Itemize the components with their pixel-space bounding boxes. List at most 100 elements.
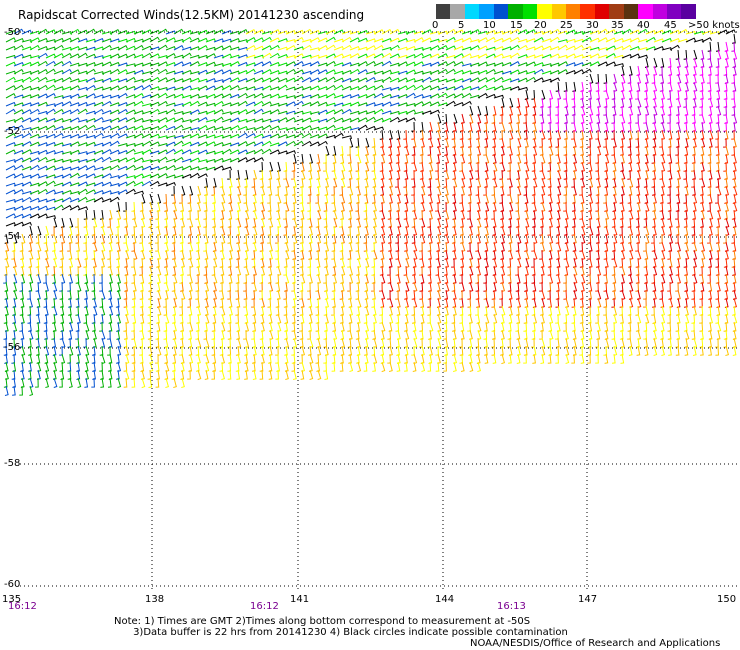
wind-barb: [373, 29, 384, 35]
wind-barb: [515, 281, 520, 292]
wind-barb: [53, 53, 64, 59]
colorbar-swatch: [638, 4, 653, 19]
wind-barb: [540, 353, 545, 364]
wind-barb: [293, 53, 304, 59]
wind-barb: [524, 129, 528, 140]
wind-barb: [301, 77, 312, 83]
wind-barb: [37, 125, 49, 131]
wind-barb: [13, 189, 24, 195]
wind-barb: [413, 337, 418, 348]
wind-barb: [28, 265, 32, 276]
wind-barb: [13, 62, 25, 67]
wind-barb: [571, 297, 576, 308]
wind-barb: [435, 249, 440, 260]
wind-barb: [357, 77, 368, 83]
wind-barb: [732, 265, 736, 276]
wind-barb: [221, 77, 232, 83]
wind-barb: [691, 105, 696, 116]
wind-barb: [732, 249, 736, 260]
wind-barb: [237, 54, 249, 59]
wind-barb: [564, 177, 568, 188]
wind-barb: [733, 201, 738, 213]
wind-barb: [5, 189, 16, 195]
wind-barb: [364, 169, 369, 180]
wind-barb: [172, 353, 177, 364]
wind-barb: [325, 60, 336, 67]
wind-barb: [636, 153, 641, 164]
wind-barb: [164, 201, 168, 212]
colorbar-label: >50 knots: [688, 20, 740, 31]
wind-barb: [443, 361, 447, 372]
wind-barb: [468, 153, 472, 164]
wind-barb: [452, 145, 457, 156]
wind-barb: [627, 193, 632, 204]
wind-barb: [621, 53, 632, 59]
wind-barb: [651, 273, 656, 284]
wind-barb: [323, 201, 328, 212]
wind-barb: [651, 241, 656, 252]
wind-barb: [309, 369, 314, 380]
wind-barb: [165, 108, 176, 115]
wind-barb: [387, 337, 392, 348]
wind-barb: [156, 369, 160, 380]
wind-barb: [580, 353, 585, 364]
wind-barb: [733, 185, 738, 197]
wind-barb: [100, 369, 104, 380]
wind-barb: [652, 297, 656, 308]
wind-barb: [36, 337, 40, 348]
wind-barb: [189, 46, 200, 51]
wind-barb: [101, 289, 106, 301]
wind-barb: [564, 217, 569, 228]
wind-barb: [204, 369, 209, 380]
wind-barb: [164, 369, 169, 380]
wind-barb: [659, 193, 664, 204]
wind-barb: [68, 249, 73, 260]
wind-barb: [245, 86, 256, 91]
wind-barb: [429, 321, 434, 332]
wind-barb: [348, 345, 353, 356]
wind-barb: [69, 37, 80, 43]
wind-barb: [269, 133, 280, 139]
wind-barb: [325, 109, 336, 115]
wind-barb: [141, 165, 152, 171]
wind-barb: [307, 281, 311, 292]
colorbar-swatch: [436, 4, 451, 19]
wind-barb: [11, 369, 16, 380]
wind-barb: [196, 297, 200, 308]
wind-barb: [197, 134, 208, 139]
wind-barb: [283, 209, 287, 220]
wind-barb: [645, 233, 650, 245]
wind-barb: [428, 353, 433, 364]
wind-barb: [84, 377, 89, 388]
wind-barb: [452, 209, 457, 220]
wind-barb: [173, 140, 184, 147]
wind-barb: [572, 145, 577, 156]
wind-barb: [13, 221, 24, 227]
wind-barb: [597, 37, 608, 43]
wind-barb: [515, 289, 520, 300]
wind-barb: [517, 257, 522, 269]
wind-barb: [260, 177, 264, 188]
wind-barb: [269, 69, 280, 75]
wind-barb: [460, 225, 464, 236]
wind-barb: [117, 157, 128, 163]
wind-barb: [445, 60, 456, 67]
wind-barb: [29, 133, 40, 139]
wind-barb: [397, 93, 408, 99]
wind-barb: [532, 113, 537, 124]
wind-barb: [636, 65, 641, 76]
wind-barb: [37, 225, 42, 236]
wind-barb: [229, 102, 240, 107]
wind-barb: [565, 45, 576, 51]
wind-barb: [156, 257, 160, 268]
wind-barb: [165, 86, 177, 91]
wind-barb: [28, 241, 33, 252]
wind-barb: [595, 257, 600, 268]
wind-barb: [316, 169, 321, 180]
wind-barb: [363, 313, 368, 324]
wind-barb: [189, 100, 200, 107]
time-label: 16:12: [250, 601, 279, 612]
wind-barb: [117, 92, 128, 99]
wind-barb: [91, 249, 96, 260]
wind-barb: [157, 61, 168, 67]
